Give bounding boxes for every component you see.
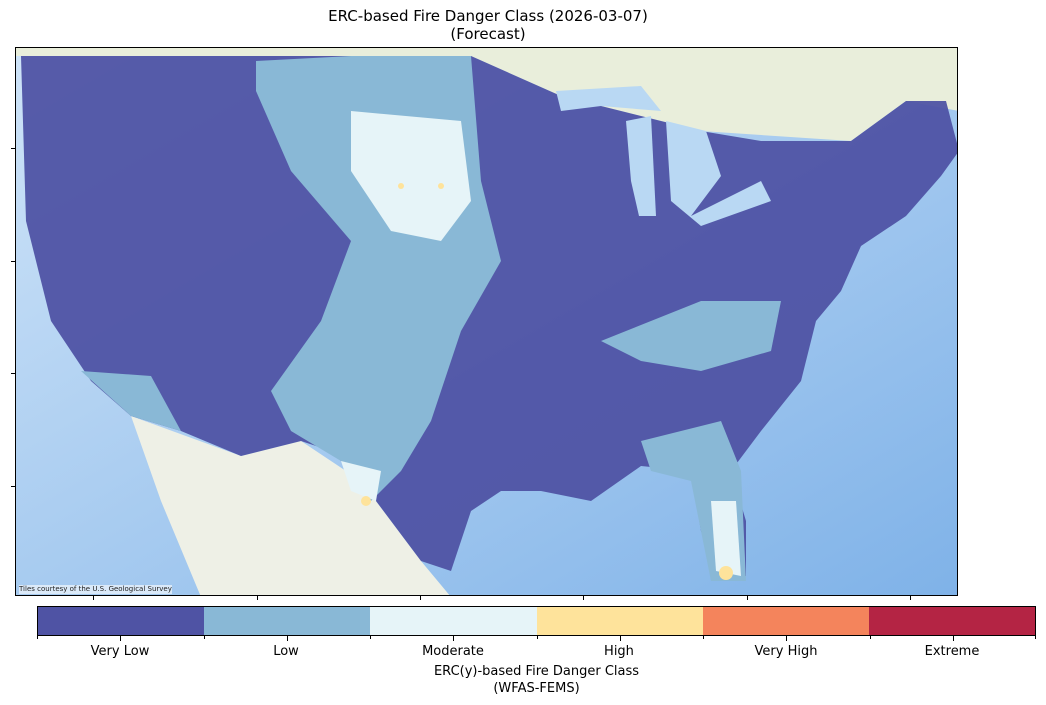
colorbar-high xyxy=(536,607,703,635)
x-tick xyxy=(910,596,911,600)
class-moderate-region xyxy=(351,111,471,241)
colorbar xyxy=(37,606,1036,636)
colorbar-center-tick xyxy=(120,636,122,641)
map-svg xyxy=(16,48,957,595)
colorbar-boundary-tick xyxy=(370,636,371,639)
colorbar-boundary-tick xyxy=(703,636,704,639)
class-low-region-sw xyxy=(81,371,181,431)
colorbar-boundary-tick xyxy=(536,636,538,639)
colorbar-label-extreme: Extreme xyxy=(924,644,980,659)
chart-title: ERC-based Fire Danger Class (2026-03-07)… xyxy=(328,7,648,43)
colorbar-boundary-tick xyxy=(869,636,871,639)
y-tick xyxy=(11,486,15,487)
y-tick xyxy=(11,148,15,149)
class-moderate-region-fl xyxy=(711,501,741,576)
colorbar-center-tick xyxy=(786,636,788,641)
colorbar-boundary-tick xyxy=(1035,636,1036,639)
lake-michigan xyxy=(626,116,656,216)
colorbar-title: ERC(y)-based Fire Danger Class (WFAS-FEM… xyxy=(433,664,640,696)
colorbar-moderate xyxy=(370,607,537,635)
colorbar-boundary-tick xyxy=(37,636,38,639)
class-low-region-se xyxy=(601,301,781,371)
x-tick xyxy=(93,596,94,600)
x-tick xyxy=(420,596,421,600)
attribution: Tiles courtesy of the U.S. Geological Su… xyxy=(19,585,172,594)
colorbar-label-high: High xyxy=(604,644,634,659)
colorbar-label-moderate: Moderate xyxy=(422,644,484,659)
class-high-spot xyxy=(398,183,404,189)
y-tick xyxy=(11,373,15,374)
x-tick xyxy=(583,596,584,600)
canada-land xyxy=(16,48,957,141)
x-tick xyxy=(257,596,258,600)
colorbar-center-tick xyxy=(453,636,455,641)
colorbar-low xyxy=(204,607,371,635)
colorbar-boundary-tick xyxy=(203,636,205,639)
colorbar-label-very-high: Very High xyxy=(754,644,818,659)
colorbar-center-tick xyxy=(952,636,954,641)
colorbar-very-high xyxy=(702,607,869,635)
class-high-spot xyxy=(719,566,733,580)
colorbar-very-low xyxy=(38,607,205,635)
lake-huron-erie xyxy=(666,121,771,226)
lake-superior xyxy=(556,86,661,111)
colorbar-label-very-low: Very Low xyxy=(90,644,150,659)
colorbar-center-tick xyxy=(286,636,288,641)
colorbar-extreme xyxy=(868,607,1036,635)
class-high-spot xyxy=(438,183,444,189)
mexico-land xyxy=(131,416,450,595)
colorbar-center-tick xyxy=(619,636,621,641)
y-tick xyxy=(11,261,15,262)
x-tick xyxy=(747,596,748,600)
fire-danger-map: Tiles courtesy of the U.S. Geological Su… xyxy=(15,47,958,596)
class-high-spot xyxy=(361,496,371,506)
class-moderate-region-tx xyxy=(341,461,381,501)
colorbar-label-low: Low xyxy=(273,644,299,659)
